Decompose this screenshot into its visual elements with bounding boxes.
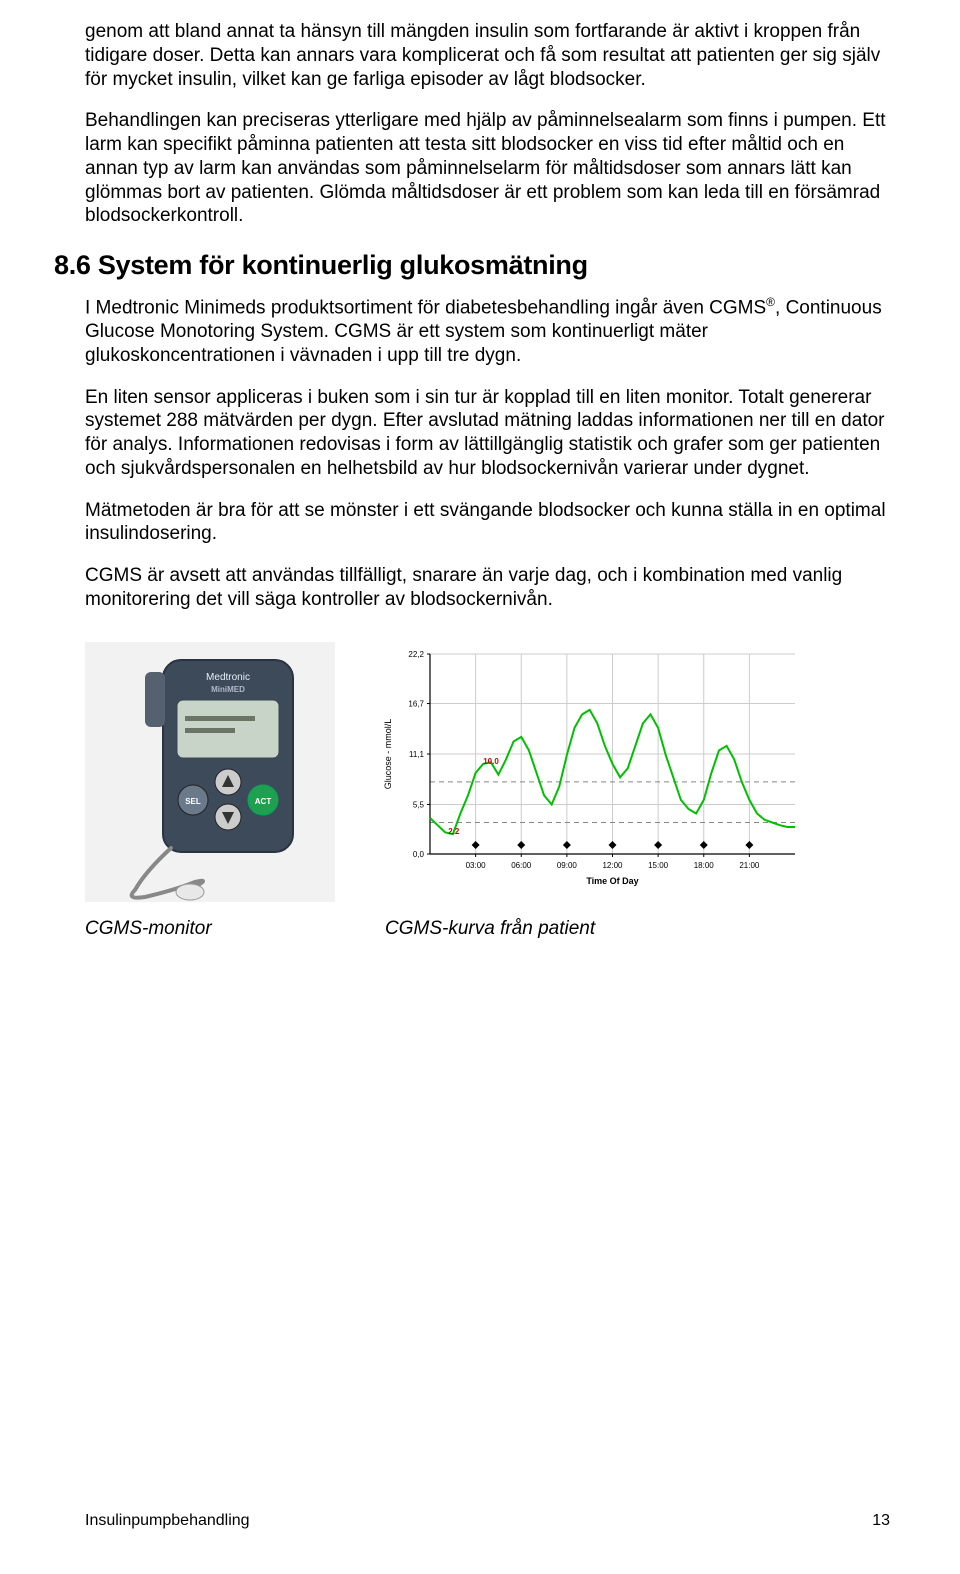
svg-text:SEL: SEL — [185, 797, 201, 806]
figure-cgms-monitor: Medtronic MiniMED SEL ACT — [85, 642, 335, 902]
svg-text:09:00: 09:00 — [557, 861, 578, 870]
section-heading-8-6: 8.6 System för kontinuerlig glukosmätnin… — [54, 250, 890, 281]
svg-text:21:00: 21:00 — [739, 861, 760, 870]
caption-chart: CGMS-kurva från patient — [375, 918, 805, 940]
cgms-monitor-image: Medtronic MiniMED SEL ACT — [85, 642, 335, 902]
cgms-chart-image: 0,0 5,5 11,1 16,7 22,2 03:00 06:00 09:00 12:00 15… — [375, 642, 805, 892]
svg-text:2.2: 2.2 — [448, 827, 460, 836]
caption-row: CGMS-monitor CGMS-kurva från patient — [85, 910, 890, 940]
svg-text:15:00: 15:00 — [648, 861, 669, 870]
svg-text:06:00: 06:00 — [511, 861, 532, 870]
svg-text:16,7: 16,7 — [408, 699, 424, 708]
paragraph-2: Behandlingen kan preciseras ytterligare … — [85, 109, 890, 228]
svg-text:11,1: 11,1 — [409, 750, 425, 759]
svg-text:ACT: ACT — [255, 797, 272, 806]
svg-text:12:00: 12:00 — [602, 861, 623, 870]
svg-text:10.0: 10.0 — [483, 756, 499, 765]
registered-symbol: ® — [766, 295, 775, 309]
svg-text:Time Of Day: Time Of Day — [586, 876, 638, 886]
svg-text:22,2: 22,2 — [408, 650, 424, 659]
paragraph-6: CGMS är avsett att användas tillfälligt,… — [85, 564, 890, 612]
paragraph-4: En liten sensor appliceras i buken som i… — [85, 386, 890, 481]
paragraph-5: Mätmetoden är bra för att se mönster i e… — [85, 499, 890, 547]
svg-text:0,0: 0,0 — [413, 850, 425, 859]
paragraph-1: genom att bland annat ta hänsyn till män… — [85, 20, 890, 91]
paragraph-3: I Medtronic Minimeds produktsortiment fö… — [85, 295, 890, 368]
svg-text:MiniMED: MiniMED — [211, 685, 245, 694]
caption-monitor: CGMS-monitor — [85, 918, 335, 940]
svg-text:03:00: 03:00 — [466, 861, 487, 870]
page-footer: Insulinpumpbehandling 13 — [85, 1512, 890, 1530]
figures-row: Medtronic MiniMED SEL ACT 0,0 5,5 11,1 16,7 22,… — [85, 642, 890, 902]
svg-text:Medtronic: Medtronic — [206, 672, 250, 683]
svg-text:5,5: 5,5 — [413, 800, 425, 809]
footer-page-number: 13 — [872, 1512, 890, 1530]
footer-doc-title: Insulinpumpbehandling — [85, 1512, 250, 1530]
svg-text:Glucose - mmol/L: Glucose - mmol/L — [383, 718, 393, 789]
figure-cgms-chart: 0,0 5,5 11,1 16,7 22,2 03:00 06:00 09:00 12:00 15… — [375, 642, 805, 902]
paragraph-3a: I Medtronic Minimeds produktsortiment fö… — [85, 297, 766, 318]
svg-text:18:00: 18:00 — [694, 861, 715, 870]
